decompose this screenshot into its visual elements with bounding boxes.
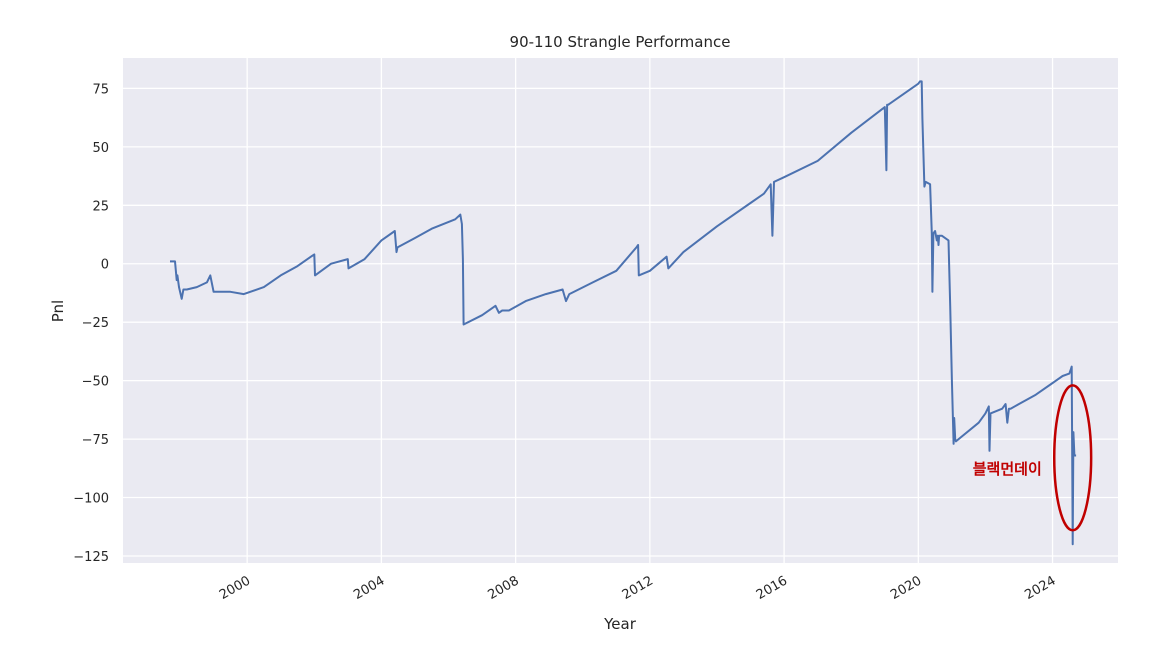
x-tick-label: 2012 <box>620 573 656 603</box>
y-tick-label: 50 <box>92 141 109 156</box>
pnl-series-line <box>170 80 1077 546</box>
grid-lines <box>123 58 1118 563</box>
x-tick-label: 2020 <box>888 573 924 603</box>
chart-title: 90-110 Strangle Performance <box>510 33 731 51</box>
x-tick-label: 2004 <box>351 573 387 603</box>
black-monday-annotation: 블랙먼데이 <box>973 460 1042 478</box>
y-tick-label: −25 <box>82 316 109 331</box>
y-tick-label: −125 <box>73 550 109 565</box>
y-tick-label: −100 <box>73 492 109 507</box>
y-tick-label: −75 <box>82 433 109 448</box>
black-monday-highlight-ellipse <box>1052 384 1093 532</box>
x-axis-label: Year <box>603 615 637 633</box>
y-axis-ticks: 75 50 25 0 −25 −50 −75 −100 −125 <box>73 82 109 565</box>
plot-area <box>123 58 1118 563</box>
x-axis-ticks: 2000 2004 2008 2012 2016 2020 2024 <box>217 573 1059 603</box>
y-tick-label: 75 <box>92 82 109 97</box>
y-axis-label: Pnl <box>49 300 67 322</box>
y-tick-label: 25 <box>92 199 109 214</box>
x-tick-label: 2000 <box>217 573 253 603</box>
x-tick-label: 2024 <box>1022 573 1058 603</box>
y-tick-label: −50 <box>82 375 109 390</box>
x-tick-label: 2008 <box>485 573 521 603</box>
x-tick-label: 2016 <box>754 573 790 603</box>
y-tick-label: 0 <box>101 258 109 273</box>
